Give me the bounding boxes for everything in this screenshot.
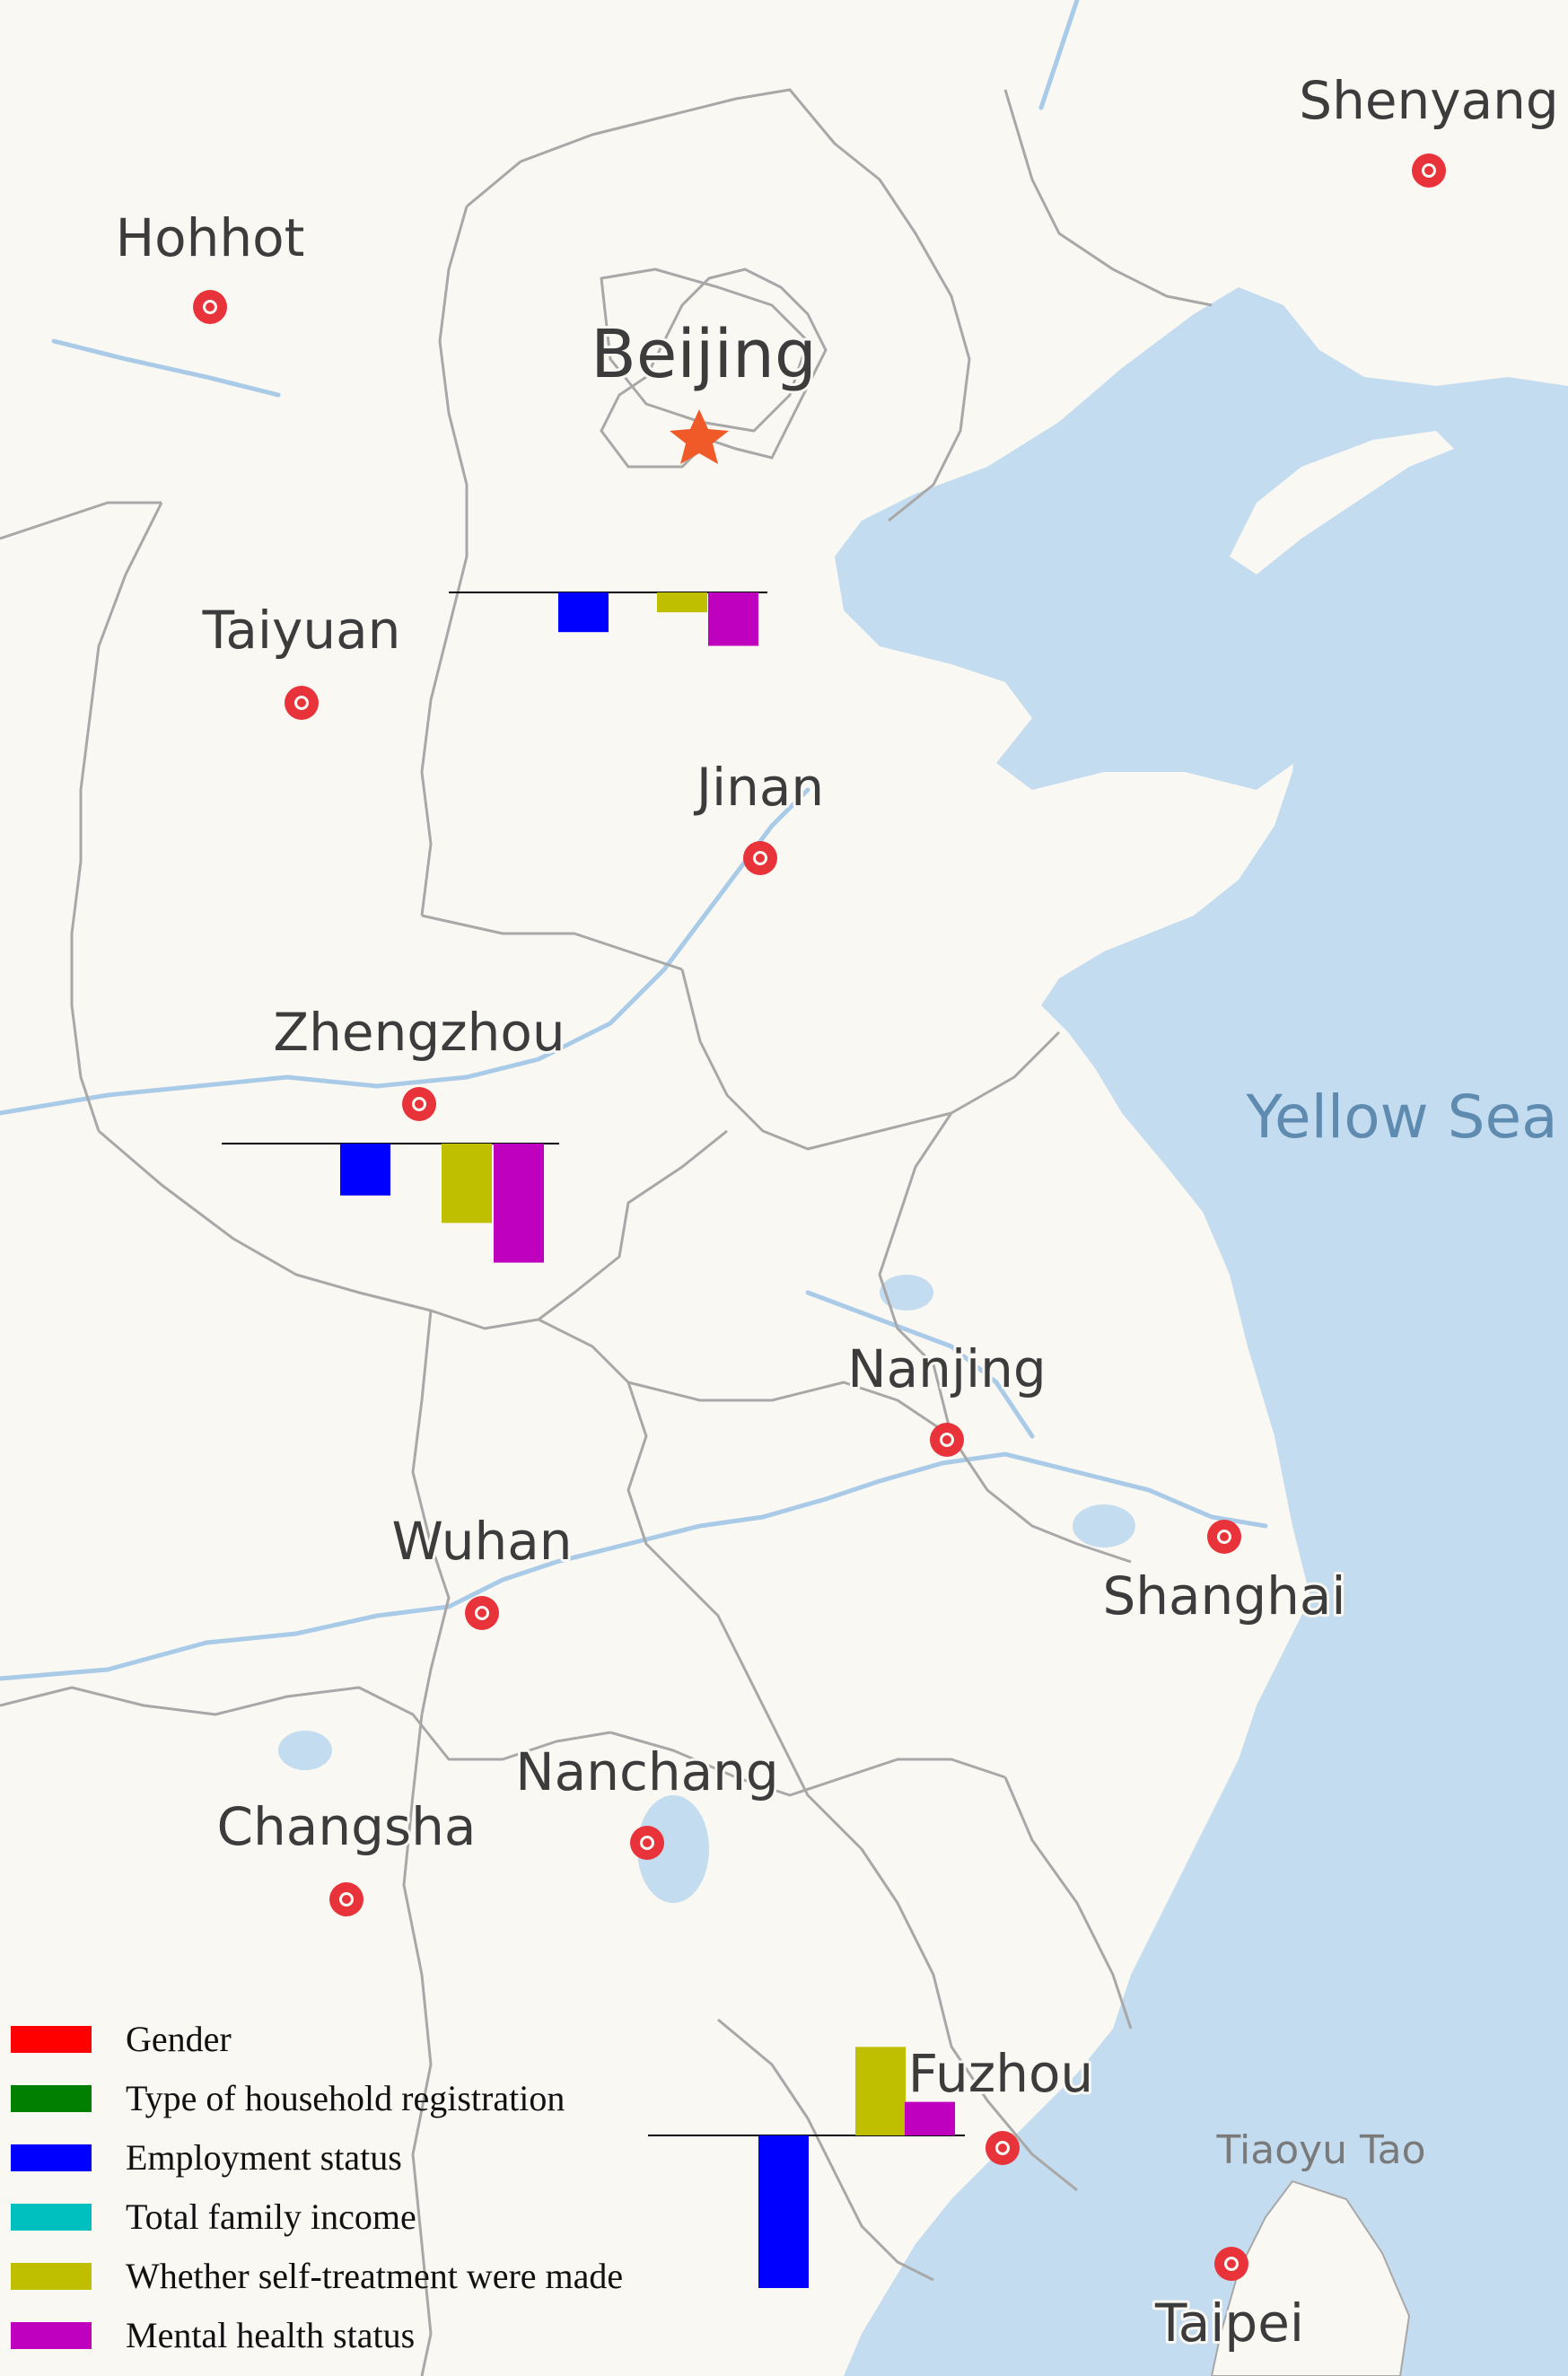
city-label-changsha: Changsha xyxy=(217,1796,477,1857)
taiwan-island xyxy=(1210,2179,1411,2376)
city-marker-nanchang xyxy=(630,1826,664,1860)
city-label-wuhan: Wuhan xyxy=(391,1511,572,1572)
legend-label: Total family income xyxy=(126,2196,416,2237)
legend-label: Gender xyxy=(126,2019,232,2059)
bar-zhengzhou-4 xyxy=(442,1144,492,1223)
hongze-lake xyxy=(880,1275,933,1311)
legend-swatch xyxy=(11,2144,92,2171)
tai-lake xyxy=(1073,1504,1135,1547)
legend-swatch xyxy=(11,2322,92,2349)
city-marker-zhengzhou xyxy=(402,1087,436,1121)
city-label-fuzhou: Fuzhou xyxy=(908,2043,1093,2104)
legend-label: Type of household registration xyxy=(126,2078,565,2118)
liaodong-peninsula xyxy=(1230,431,1454,574)
legend-swatch xyxy=(11,2085,92,2112)
city-label-zhengzhou: Zhengzhou xyxy=(273,1002,565,1063)
legend-swatch xyxy=(11,2263,92,2290)
city-label-taiyuan: Taiyuan xyxy=(202,600,401,661)
city-label-hohhot: Hohhot xyxy=(116,207,305,268)
province-borders xyxy=(0,88,1213,2376)
bar-overlays xyxy=(222,592,965,2288)
bohai-sea xyxy=(835,287,1568,790)
islet-label: Tiaoyu Tao xyxy=(1215,2127,1425,2173)
capital-star-icon xyxy=(670,409,729,464)
sea-label: Yellow Sea xyxy=(1245,1083,1557,1152)
city-marker-fuzhou xyxy=(985,2131,1020,2165)
city-markers xyxy=(193,153,1446,2281)
bar-beijing-4 xyxy=(657,592,707,613)
city-label-shenyang: Shenyang xyxy=(1299,70,1558,131)
legend-label: Mental health status xyxy=(126,2315,415,2355)
city-marker-taiyuan xyxy=(285,686,319,720)
legend: Gender Type of household registration Empl… xyxy=(11,2019,623,2355)
legend-label: Employment status xyxy=(126,2137,402,2178)
city-labels: Beijing Shenyang Hohhot Taiyuan Jinan Zh… xyxy=(113,67,1562,2356)
city-marker-hohhot xyxy=(193,290,227,324)
dongting-lake xyxy=(278,1731,332,1770)
city-marker-taipei xyxy=(1214,2247,1248,2281)
bar-beijing-5 xyxy=(708,592,758,646)
bar-fuzhou-5 xyxy=(905,2101,955,2135)
rivers xyxy=(0,0,1268,1681)
sea-area xyxy=(844,386,1568,2376)
bar-fuzhou-4 xyxy=(855,2047,906,2135)
city-marker-shenyang xyxy=(1412,153,1446,188)
city-marker-changsha xyxy=(329,1882,364,1916)
capital-label: Beijing xyxy=(591,316,817,393)
poyang-lake xyxy=(637,1795,709,1903)
bar-zhengzhou-2 xyxy=(340,1144,390,1196)
bar-beijing-2 xyxy=(558,592,609,633)
city-marker-jinan xyxy=(743,841,777,875)
legend-swatch xyxy=(11,2026,92,2053)
city-label-shanghai: Shanghai xyxy=(1102,1565,1345,1626)
city-marker-wuhan xyxy=(465,1596,499,1630)
city-label-nanjing: Nanjing xyxy=(847,1338,1047,1399)
city-marker-shanghai xyxy=(1207,1520,1241,1554)
legend-swatch xyxy=(11,2204,92,2231)
beijing-outline xyxy=(600,267,828,469)
city-marker-nanjing xyxy=(930,1423,964,1457)
city-label-jinan: Jinan xyxy=(694,757,824,818)
city-label-taipei: Taipei xyxy=(1154,2293,1304,2354)
bar-fuzhou-2 xyxy=(758,2135,809,2288)
bar-zhengzhou-5 xyxy=(494,1144,544,1263)
legend-label: Whether self-treatment were made xyxy=(126,2256,623,2296)
city-label-nanchang: Nanchang xyxy=(515,1741,778,1802)
